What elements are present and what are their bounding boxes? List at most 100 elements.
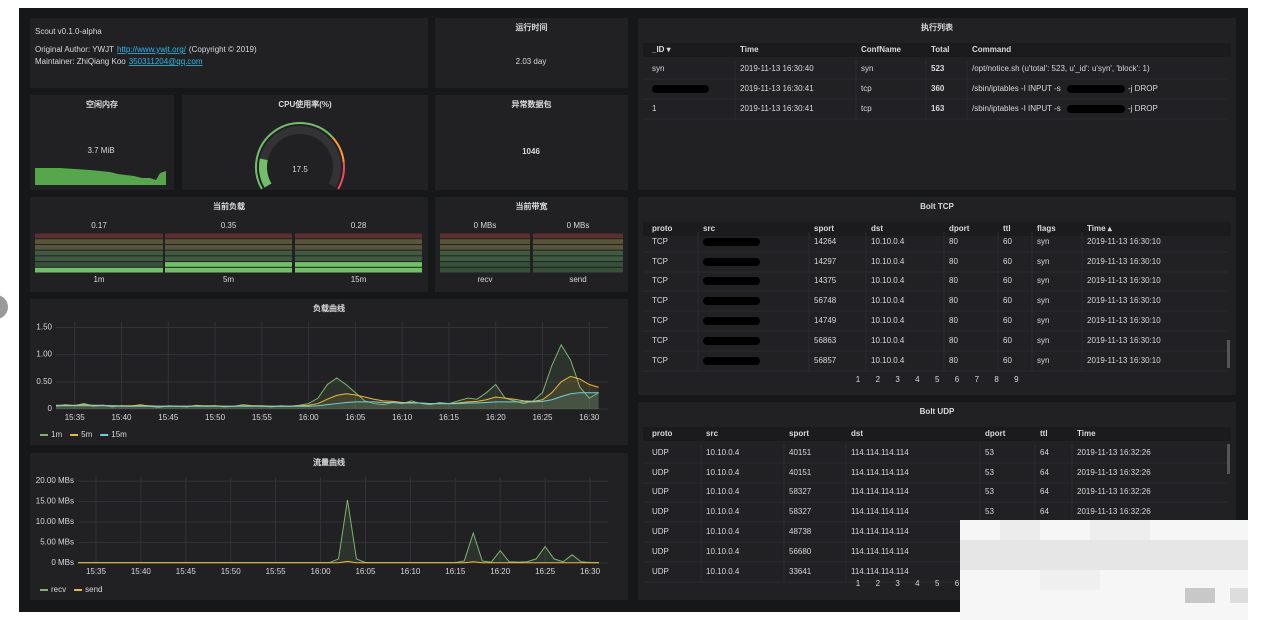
column-header: proto	[652, 429, 673, 438]
page-link: 1	[856, 579, 861, 588]
table-header	[643, 427, 1231, 441]
x-tick-label: 15:40	[111, 413, 132, 422]
series-line	[56, 375, 599, 407]
column-header: ttl	[1040, 429, 1048, 438]
gauge-threshold	[255, 122, 334, 190]
table-cell: 14749	[814, 316, 837, 325]
bar-segment	[295, 250, 422, 256]
table-cell: syn	[861, 64, 873, 73]
side-button[interactable]	[0, 295, 8, 319]
column-header: src	[703, 224, 716, 233]
page-link: 6	[955, 579, 960, 588]
bar-value: 0.17	[91, 221, 107, 230]
bar-segment	[533, 239, 623, 244]
page-link: 9	[1014, 375, 1019, 384]
table-cell: syn	[1037, 237, 1049, 246]
table-cell: 80	[949, 237, 958, 246]
bar-segment	[35, 256, 163, 262]
bar-segment	[440, 239, 530, 244]
x-tick-label: 16:30	[579, 413, 600, 422]
x-tick-label: 15:55	[266, 567, 287, 576]
table-cell: 53	[985, 468, 994, 477]
table-cell: 64	[1040, 487, 1049, 496]
overlay-block	[1040, 570, 1100, 590]
table-cell: 53	[985, 507, 994, 516]
x-tick-label: 16:05	[345, 413, 366, 422]
bar-label: 5m	[223, 275, 234, 284]
maintainer-link[interactable]: 350311204@qq.com	[129, 57, 203, 66]
table-cell: 10.10.0.4	[706, 468, 740, 477]
table-cell: 14297	[814, 257, 837, 266]
author-link[interactable]: http://www.ywjt.org/	[117, 45, 187, 54]
page-link: 6	[955, 375, 960, 384]
author-label: Original Author: YWJT	[35, 45, 114, 54]
legend-label: 15m	[111, 430, 127, 439]
bar-segment	[165, 256, 292, 262]
column-header: Time	[1077, 429, 1096, 438]
bar-segment	[165, 262, 292, 267]
table-cell: 114.114.114.114	[851, 527, 909, 536]
table-cell: 2019-11-13 16:32:26	[1077, 468, 1151, 477]
table-cell: TCP	[652, 316, 668, 325]
anomaly-value: 1046	[522, 147, 540, 156]
column-header: dst	[871, 224, 883, 233]
table-cell: 2019-11-13 16:30:41	[740, 84, 814, 93]
column-header: dport	[949, 224, 970, 233]
table-cell: UDP	[652, 468, 669, 477]
redaction	[703, 317, 760, 325]
bar-value: 0.28	[351, 221, 367, 230]
table-cell: 56748	[814, 296, 837, 305]
table-cell: 14375	[814, 276, 837, 285]
bar-label: 1m	[93, 275, 104, 284]
page-link: 8	[994, 375, 999, 384]
page-link: 2	[876, 579, 881, 588]
gauge-value	[259, 158, 272, 188]
x-tick-label: 15:45	[176, 567, 197, 576]
panel-title: 当前负载	[213, 201, 245, 211]
panel	[182, 95, 428, 190]
y-tick-label: 1.00	[36, 350, 52, 359]
bar-segment	[35, 250, 163, 256]
table-cell: 60	[1003, 336, 1012, 345]
y-tick-label: 10.00 MBs	[36, 517, 74, 526]
table-cell: 10.10.0.4	[706, 567, 740, 576]
table-cell: 2019-11-13 16:32:26	[1077, 448, 1151, 457]
table-cell: 60	[1003, 237, 1012, 246]
page-link: 4	[915, 579, 920, 588]
bar-segment	[533, 233, 623, 239]
x-tick-label: 15:55	[252, 413, 273, 422]
bar-segment	[35, 244, 163, 250]
table-cell: 2019-11-13 16:32:26	[1077, 487, 1151, 496]
series-area	[56, 392, 599, 409]
table-cell: 80	[949, 276, 958, 285]
x-tick-label: 15:50	[221, 567, 242, 576]
column-header: _ID ▾	[651, 45, 672, 54]
chart-title: 流量曲线	[313, 457, 345, 467]
x-tick-label: 16:25	[535, 567, 556, 576]
x-tick-label: 15:40	[131, 567, 152, 576]
series-line	[78, 560, 600, 564]
series-area	[56, 344, 599, 409]
series-line	[56, 392, 599, 407]
table-cell: 10.10.0.4	[871, 237, 905, 246]
table-cell: 2019-11-13 16:30:10	[1087, 336, 1161, 345]
redaction	[703, 277, 760, 285]
table-cell: 114.114.114.114	[851, 547, 909, 556]
bar-segment	[35, 239, 163, 244]
table-cell: UDP	[652, 567, 669, 576]
table-cell: 2019-11-13 16:30:40	[740, 64, 814, 73]
table-cell: TCP	[652, 257, 668, 266]
x-tick-label: 15:35	[86, 567, 107, 576]
table-cell: 80	[949, 336, 958, 345]
table-cell: 60	[1003, 276, 1012, 285]
column-header: ttl	[1003, 224, 1011, 233]
bar-value: 0 MBs	[474, 221, 497, 230]
bar-segment	[35, 262, 163, 267]
table-cell: 2019-11-13 16:30:41	[740, 104, 814, 113]
gauge-threshold	[331, 136, 345, 163]
table-cell: syn	[1037, 336, 1049, 345]
overlay-block	[1230, 588, 1248, 603]
maintainer-line: Maintainer: ZhiQiang Koo 350311204@qq.com	[35, 57, 203, 66]
table-cell: -j DROP	[1128, 84, 1158, 93]
table-cell: 40151	[789, 448, 812, 457]
